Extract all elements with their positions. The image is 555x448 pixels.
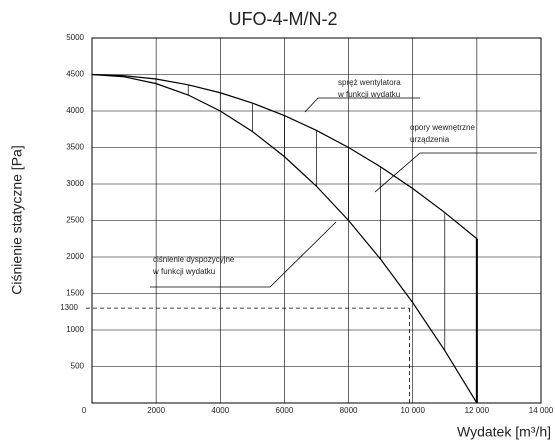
curve bbox=[91, 73, 478, 240]
x-tick-label: 12 000 bbox=[465, 406, 490, 415]
y-tick-label: 1000 bbox=[66, 325, 84, 334]
y-tick-label: 3500 bbox=[66, 143, 84, 152]
y-tick-label: 3000 bbox=[66, 179, 84, 188]
y-tick-label: 4500 bbox=[66, 70, 84, 79]
y-axis-label: Ciśnienie statyczne [Pa] bbox=[9, 145, 25, 294]
x-tick-label: 14 000 bbox=[529, 406, 554, 415]
x-tick-label: 2000 bbox=[147, 406, 165, 415]
y-tick-label: 1300 bbox=[60, 303, 78, 312]
y-tick-label: 2000 bbox=[66, 252, 84, 261]
y-tick-label: 4000 bbox=[66, 106, 84, 115]
annotation-leader bbox=[150, 221, 337, 288]
x-tick-label: 8000 bbox=[340, 406, 358, 415]
annotation-leader bbox=[304, 97, 420, 113]
y-tick-label: 5000 bbox=[66, 33, 84, 42]
x-tick-label: 0 bbox=[82, 406, 87, 415]
y-tick-label: 1500 bbox=[66, 289, 84, 298]
x-axis-label: Wydatek [m³/h] bbox=[457, 424, 551, 440]
x-tick-label: 4000 bbox=[211, 406, 229, 415]
y-tick-label: 500 bbox=[71, 362, 85, 371]
annotation-text: w funkcji wydatku bbox=[337, 90, 400, 99]
x-tick-label: 6000 bbox=[276, 406, 294, 415]
annotation-text: spręż wentylatora bbox=[338, 78, 401, 87]
annotation-text: urządzenia bbox=[410, 135, 450, 144]
curve bbox=[91, 73, 478, 404]
annotation-leader bbox=[374, 152, 537, 193]
annotation-text: w funkcji wydatku bbox=[152, 267, 215, 276]
chart-title: UFO-4-M/N-2 bbox=[229, 9, 338, 29]
x-tick-label: 10 000 bbox=[400, 406, 425, 415]
annotation-text: opory wewnętrzne bbox=[410, 123, 475, 132]
y-tick-label: 2500 bbox=[66, 216, 84, 225]
annotation-text: ciśnienie dyspozycyjne bbox=[153, 255, 235, 264]
